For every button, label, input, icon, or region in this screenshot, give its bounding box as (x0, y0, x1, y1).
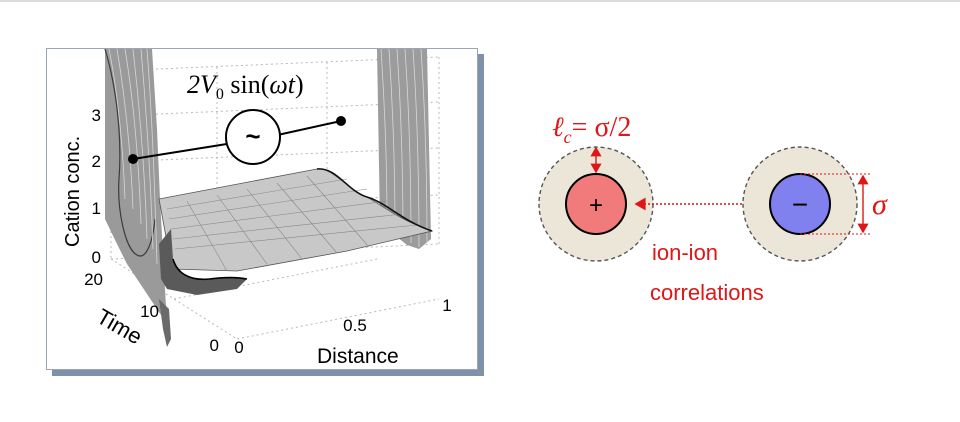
voltage-label: 2V0 sin(ωt) (187, 70, 304, 103)
y-tick: 0 (92, 248, 101, 267)
cation-sign: + (589, 192, 603, 219)
anion: − (742, 146, 870, 262)
correlation-label-line2: correlations (650, 280, 764, 305)
x-tick: 1 (442, 296, 451, 315)
surface-plot-svg: ~ 2V0 sin(ωt) Cation conc. 3 2 1 0 20 10… (62, 49, 452, 368)
surface-sheet (158, 168, 434, 272)
y-tick: 2 (92, 152, 101, 171)
y-axis-label: Cation conc. (62, 136, 84, 247)
voltage-source: ~ (128, 109, 346, 165)
time-tick: 10 (140, 302, 159, 321)
concentration-plot: ~ 2V0 sin(ωt) Cation conc. 3 2 1 0 20 10… (46, 48, 478, 370)
x-axis-label: Distance (317, 345, 399, 368)
left-peak (104, 49, 167, 324)
sigma-label: σ (872, 188, 888, 221)
cation-core (565, 173, 627, 235)
time-tick: 20 (84, 270, 103, 289)
x-tick: 0 (234, 338, 243, 357)
ac-source-circle (225, 109, 281, 165)
right-electrode-node (336, 116, 346, 126)
y-tick: 1 (92, 199, 101, 218)
correlation-label-line1: ion-ion (652, 240, 718, 265)
lc-label: ℓc= σ/2 (552, 112, 631, 147)
time-tick: 0 (210, 336, 219, 355)
x-tick: 0.5 (343, 316, 367, 335)
left-electrode-node (128, 154, 138, 164)
time-axis-label: Time (93, 304, 147, 350)
ac-source-symbol: ~ (245, 121, 260, 151)
left-trench (159, 229, 248, 347)
right-peak (377, 49, 431, 249)
top-divider (0, 0, 960, 2)
ion-correlation-diagram: ℓc= σ/2 + − σ ion-ion correlations (538, 112, 888, 305)
anion-sign: − (792, 189, 808, 220)
cation: + (538, 146, 654, 262)
y-tick: 3 (92, 106, 101, 125)
